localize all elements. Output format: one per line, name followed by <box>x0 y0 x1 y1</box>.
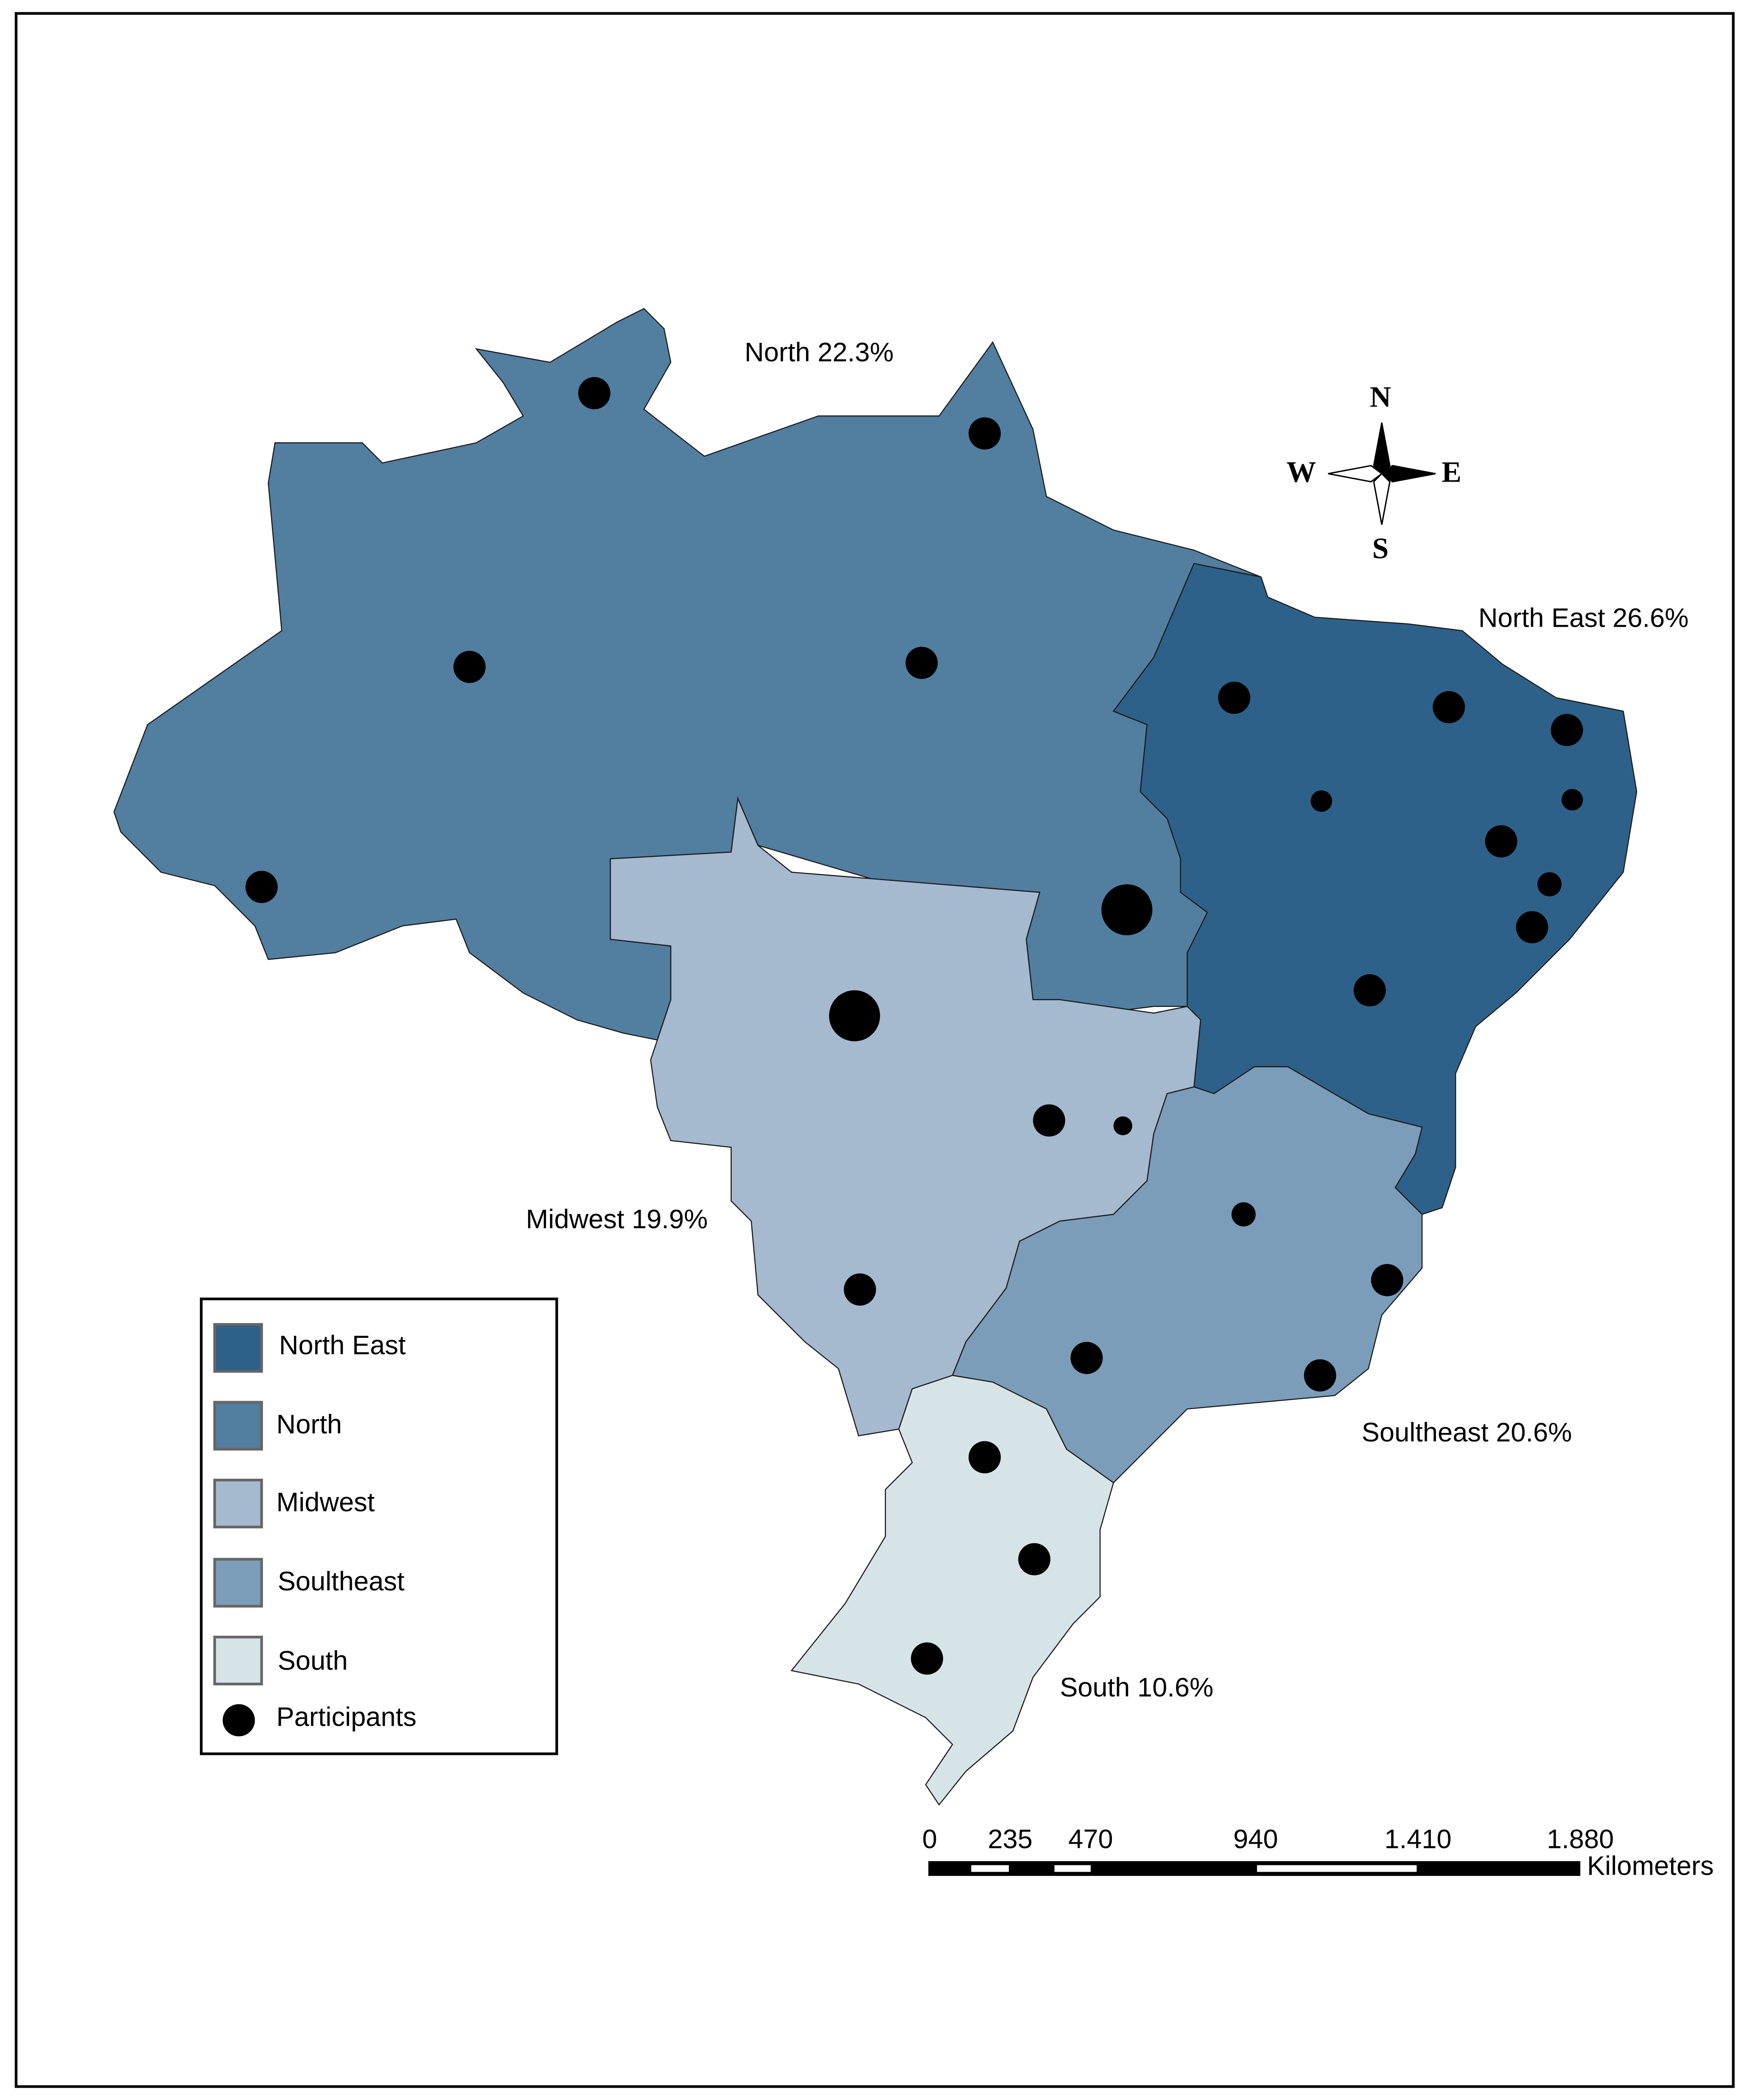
region-label: South 10.6% <box>1060 1673 1213 1702</box>
scale-bar-segment <box>1257 1865 1417 1872</box>
scale-tick-label: 1.410 <box>1384 1824 1451 1854</box>
legend-dot <box>222 1704 255 1737</box>
compass-w: W <box>1287 456 1316 488</box>
participant-dot <box>844 1273 876 1306</box>
compass: N E S W <box>1287 381 1461 565</box>
legend-label: Midwest <box>276 1488 375 1517</box>
participant-dot <box>1551 714 1583 746</box>
scale-bar-body <box>928 1861 1581 1876</box>
participant-dot <box>1113 1116 1132 1136</box>
legend-swatch <box>213 1401 263 1451</box>
legend-label: Participants <box>276 1702 416 1732</box>
region-label: Midwest 19.9% <box>526 1204 708 1234</box>
participant-dot <box>1485 825 1517 858</box>
scale-tick-label: 235 <box>988 1824 1033 1854</box>
legend-swatch <box>213 1635 263 1685</box>
participant-dot <box>911 1642 943 1675</box>
region-south <box>790 1375 1114 1806</box>
scale-tick-label: 0 <box>922 1824 937 1854</box>
scale-bar-segment <box>971 1865 1009 1872</box>
participant-dot <box>905 647 938 679</box>
scale-tick-label: 1.880 <box>1547 1824 1614 1854</box>
participants <box>245 377 1583 1675</box>
scale-unit: Kilometers <box>1587 1851 1714 1881</box>
legend-label: Soultheast <box>278 1567 405 1596</box>
participant-dot <box>245 871 278 903</box>
participant-dot <box>1231 1202 1256 1227</box>
participant-dot <box>578 377 610 409</box>
legend-swatch <box>213 1323 263 1373</box>
participant-dot <box>1304 1359 1336 1392</box>
participant-dot <box>1310 790 1332 812</box>
participant-dot <box>1433 691 1465 723</box>
scale-tick-label: 470 <box>1068 1824 1113 1854</box>
participant-dot <box>1101 884 1153 936</box>
participant-dot <box>1070 1342 1103 1374</box>
compass-n: N <box>1370 381 1391 413</box>
participant-dot <box>1537 872 1562 897</box>
participant-dot <box>1018 1543 1051 1576</box>
scale-bar: 0 235 470 940 1.410 1.880 Kilometers <box>922 1824 1714 1881</box>
legend-label: South <box>278 1646 348 1676</box>
region-label: North East 26.6% <box>1478 603 1689 633</box>
scale-tick-label: 940 <box>1233 1824 1278 1854</box>
legend-swatch <box>213 1558 263 1608</box>
participant-dot <box>1353 974 1386 1007</box>
region-label: Soultheast 20.6% <box>1362 1418 1572 1447</box>
region-labels: North 22.3% North East 26.6% Midwest 19.… <box>526 338 1689 1702</box>
compass-e: E <box>1442 456 1461 488</box>
legend-swatch <box>213 1478 263 1528</box>
legend-label: North <box>276 1410 342 1439</box>
participant-dot <box>829 990 880 1041</box>
participant-dot <box>453 650 486 683</box>
legend: North East North Midwest Soultheast Sout… <box>200 1297 558 1755</box>
region-label: North 22.3% <box>745 338 894 367</box>
participant-dot <box>1561 789 1583 811</box>
participant-dot <box>969 1441 1001 1474</box>
scale-bar-segment <box>1054 1865 1091 1872</box>
participant-dot <box>1033 1104 1065 1137</box>
participant-dot <box>1516 911 1548 944</box>
compass-point <box>1380 465 1436 482</box>
participant-dot <box>1371 1264 1403 1296</box>
participant-dot <box>1218 681 1251 714</box>
legend-label: North East <box>279 1331 406 1360</box>
participant-dot <box>969 417 1001 450</box>
compass-s: S <box>1372 533 1389 565</box>
